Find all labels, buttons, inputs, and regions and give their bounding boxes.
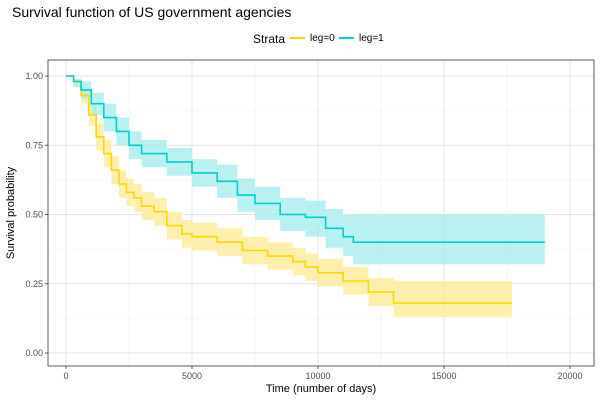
chart-title: Survival function of US government agenc… <box>12 4 292 20</box>
plot-border <box>47 59 595 367</box>
survival-line-leg0 <box>66 75 512 304</box>
y-tick-label: 0.75 <box>25 140 43 150</box>
y-tick-label: 0.50 <box>25 210 43 220</box>
legend-label-leg1: leg=1 <box>359 33 384 44</box>
legend-key-leg0 <box>289 30 306 47</box>
y-axis-title: Survival probability <box>5 166 17 259</box>
x-tick-label: 0 <box>63 371 68 381</box>
legend-title: Strata <box>253 32 286 46</box>
legend-label-leg0: leg=0 <box>310 33 335 44</box>
confidence-band-leg1 <box>66 76 545 265</box>
x-tick-label: 5000 <box>182 371 202 381</box>
x-tick-label: 10000 <box>305 371 330 381</box>
x-axis-title: Time (number of days) <box>266 383 376 395</box>
legend: Strata leg=0 leg=1 <box>0 30 600 50</box>
y-tick-label: 1.00 <box>25 71 43 81</box>
x-tick-label: 20000 <box>557 371 582 381</box>
y-tick-label: 0.25 <box>25 279 43 289</box>
legend-key-leg1 <box>338 30 355 47</box>
survival-line-leg1 <box>66 75 545 243</box>
y-tick-label: 0.00 <box>25 348 43 358</box>
confidence-band-leg0 <box>66 76 512 317</box>
x-tick-label: 15000 <box>431 371 456 381</box>
